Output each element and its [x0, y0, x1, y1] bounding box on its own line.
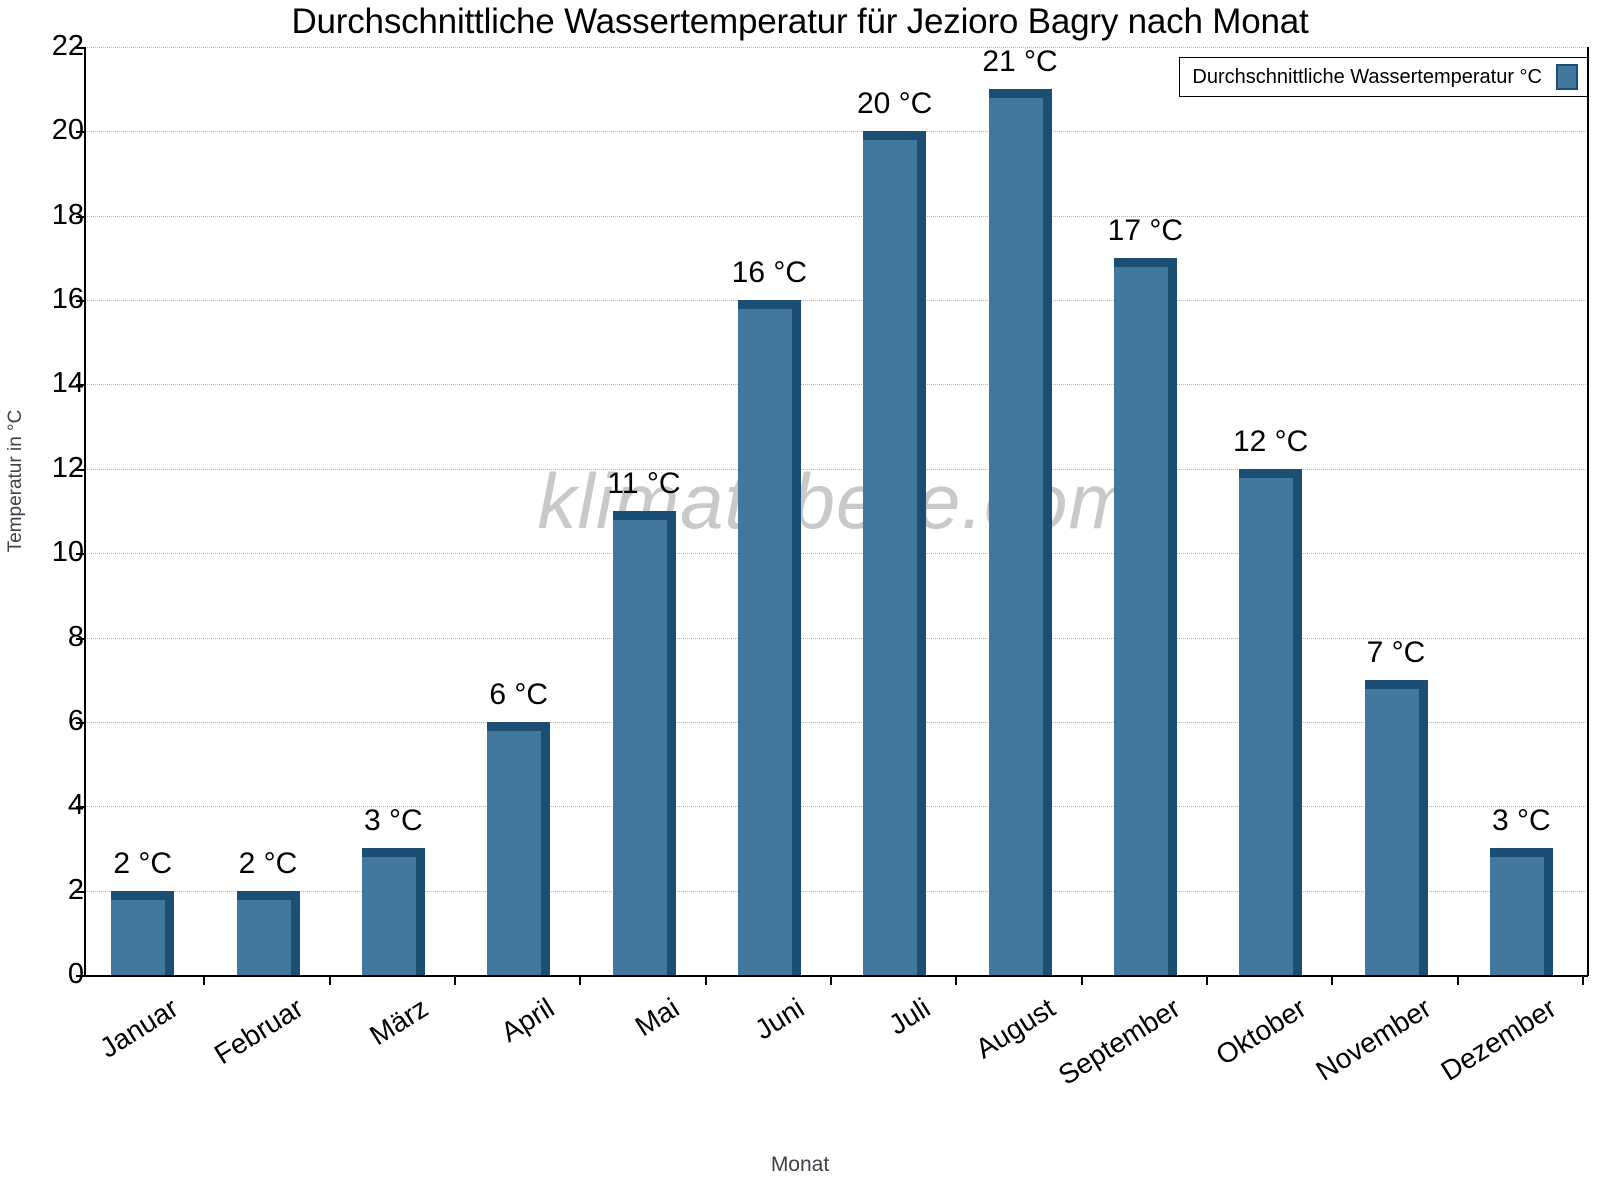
bar-value-label: 2 °C — [113, 846, 172, 880]
y-axis-tick-label: 20 — [51, 114, 84, 147]
bar-value-label: 7 °C — [1366, 635, 1426, 669]
bar[interactable] — [988, 89, 1052, 975]
gridline — [84, 721, 1588, 723]
x-axis-tick-mark — [1582, 975, 1584, 985]
y-axis-tick-mark — [76, 721, 84, 724]
y-axis-tick-mark — [76, 975, 84, 977]
legend[interactable]: Durchschnittliche Wassertemperatur °C — [1179, 57, 1588, 97]
y-axis-tick-label: 22 — [51, 30, 84, 62]
y-axis-title: Temperatur in °C — [5, 409, 26, 553]
chart-title: Durchschnittliche Wassertemperatur für J… — [291, 2, 1309, 41]
x-axis-tick-mark — [955, 975, 958, 985]
y-axis-tick-label: 18 — [51, 198, 84, 231]
y-axis-tick-mark — [76, 215, 84, 218]
gridline — [84, 468, 1588, 470]
gridlines — [84, 47, 1588, 976]
y-axis-tick-label: 14 — [51, 367, 84, 400]
bar[interactable] — [1113, 257, 1177, 975]
y-axis-tick-label: 10 — [51, 536, 84, 569]
legend-entry-label: Durchschnittliche Wassertemperatur °C — [1192, 66, 1542, 88]
x-axis-tick-mark — [328, 975, 331, 985]
x-axis-tick-mark — [1206, 975, 1208, 985]
y-axis-tick-label: 12 — [51, 451, 84, 484]
bar[interactable] — [737, 300, 801, 975]
x-axis-tick-mark — [203, 975, 206, 985]
bar-value-label: 2 °C — [238, 846, 298, 880]
bar-value-label: 17 °C — [1107, 213, 1184, 247]
bar-value-label: 6 °C — [489, 677, 548, 711]
plot-right-edge — [1587, 47, 1589, 976]
bar-value-label: 3 °C — [1491, 804, 1551, 838]
x-axis-tick-mark — [1080, 975, 1083, 985]
bar-value-label: 16 °C — [731, 256, 808, 290]
gridline — [84, 131, 1588, 133]
bar[interactable] — [1364, 679, 1428, 975]
bar[interactable] — [361, 848, 425, 975]
y-axis-tick-mark — [76, 890, 84, 893]
x-axis-tick-mark — [830, 975, 832, 985]
x-axis-tick-mark — [1331, 975, 1334, 985]
gridline — [84, 637, 1588, 639]
y-axis-tick-mark — [76, 300, 84, 303]
gridline — [84, 47, 1588, 48]
y-axis-tick-label: 2 — [67, 873, 84, 906]
x-axis-tick-mark — [579, 975, 582, 985]
y-axis-tick-label: 6 — [67, 704, 84, 737]
x-axis-tick-mark — [704, 975, 707, 985]
legend-color-swatch — [1556, 64, 1578, 90]
gridline — [84, 890, 1588, 892]
bar[interactable] — [1489, 848, 1553, 975]
x-axis-tick-mark — [1456, 975, 1459, 985]
bar-value-label: 20 °C — [856, 87, 933, 121]
gridline — [84, 300, 1588, 302]
y-axis-tick-label: 16 — [51, 283, 84, 316]
gridline — [84, 215, 1588, 217]
y-axis-tick-label: 4 — [67, 789, 84, 822]
y-axis-tick-mark — [76, 637, 84, 640]
gridline — [84, 806, 1588, 808]
bar[interactable] — [1239, 468, 1303, 975]
y-axis-tick-label: 0 — [67, 958, 84, 990]
y-axis-tick-mark — [76, 806, 84, 809]
y-axis-tick-mark — [76, 47, 84, 49]
bar[interactable] — [487, 721, 551, 975]
y-axis-tick-mark — [76, 553, 84, 556]
y-axis-tick-mark — [76, 131, 84, 134]
bar-value-label: 11 °C — [607, 467, 681, 500]
bar[interactable] — [236, 890, 300, 975]
bar-value-label: 21 °C — [982, 45, 1058, 79]
x-axis-title: Monat — [770, 1153, 830, 1176]
bar-value-label: 12 °C — [1232, 424, 1309, 458]
plot-area: klimatabelle.com — [84, 47, 1588, 976]
x-axis-tick-mark — [454, 975, 456, 985]
y-axis-tick-mark — [76, 384, 84, 387]
y-axis-tick-label: 8 — [67, 620, 84, 653]
y-axis-tick-mark — [76, 468, 84, 471]
bar[interactable] — [111, 890, 175, 975]
x-axis-line — [84, 975, 1588, 977]
y-axis-line — [84, 47, 86, 976]
bar[interactable] — [612, 511, 676, 975]
gridline — [84, 384, 1588, 386]
bar-value-label: 3 °C — [363, 804, 423, 838]
bar[interactable] — [863, 131, 927, 975]
gridline — [84, 553, 1588, 555]
